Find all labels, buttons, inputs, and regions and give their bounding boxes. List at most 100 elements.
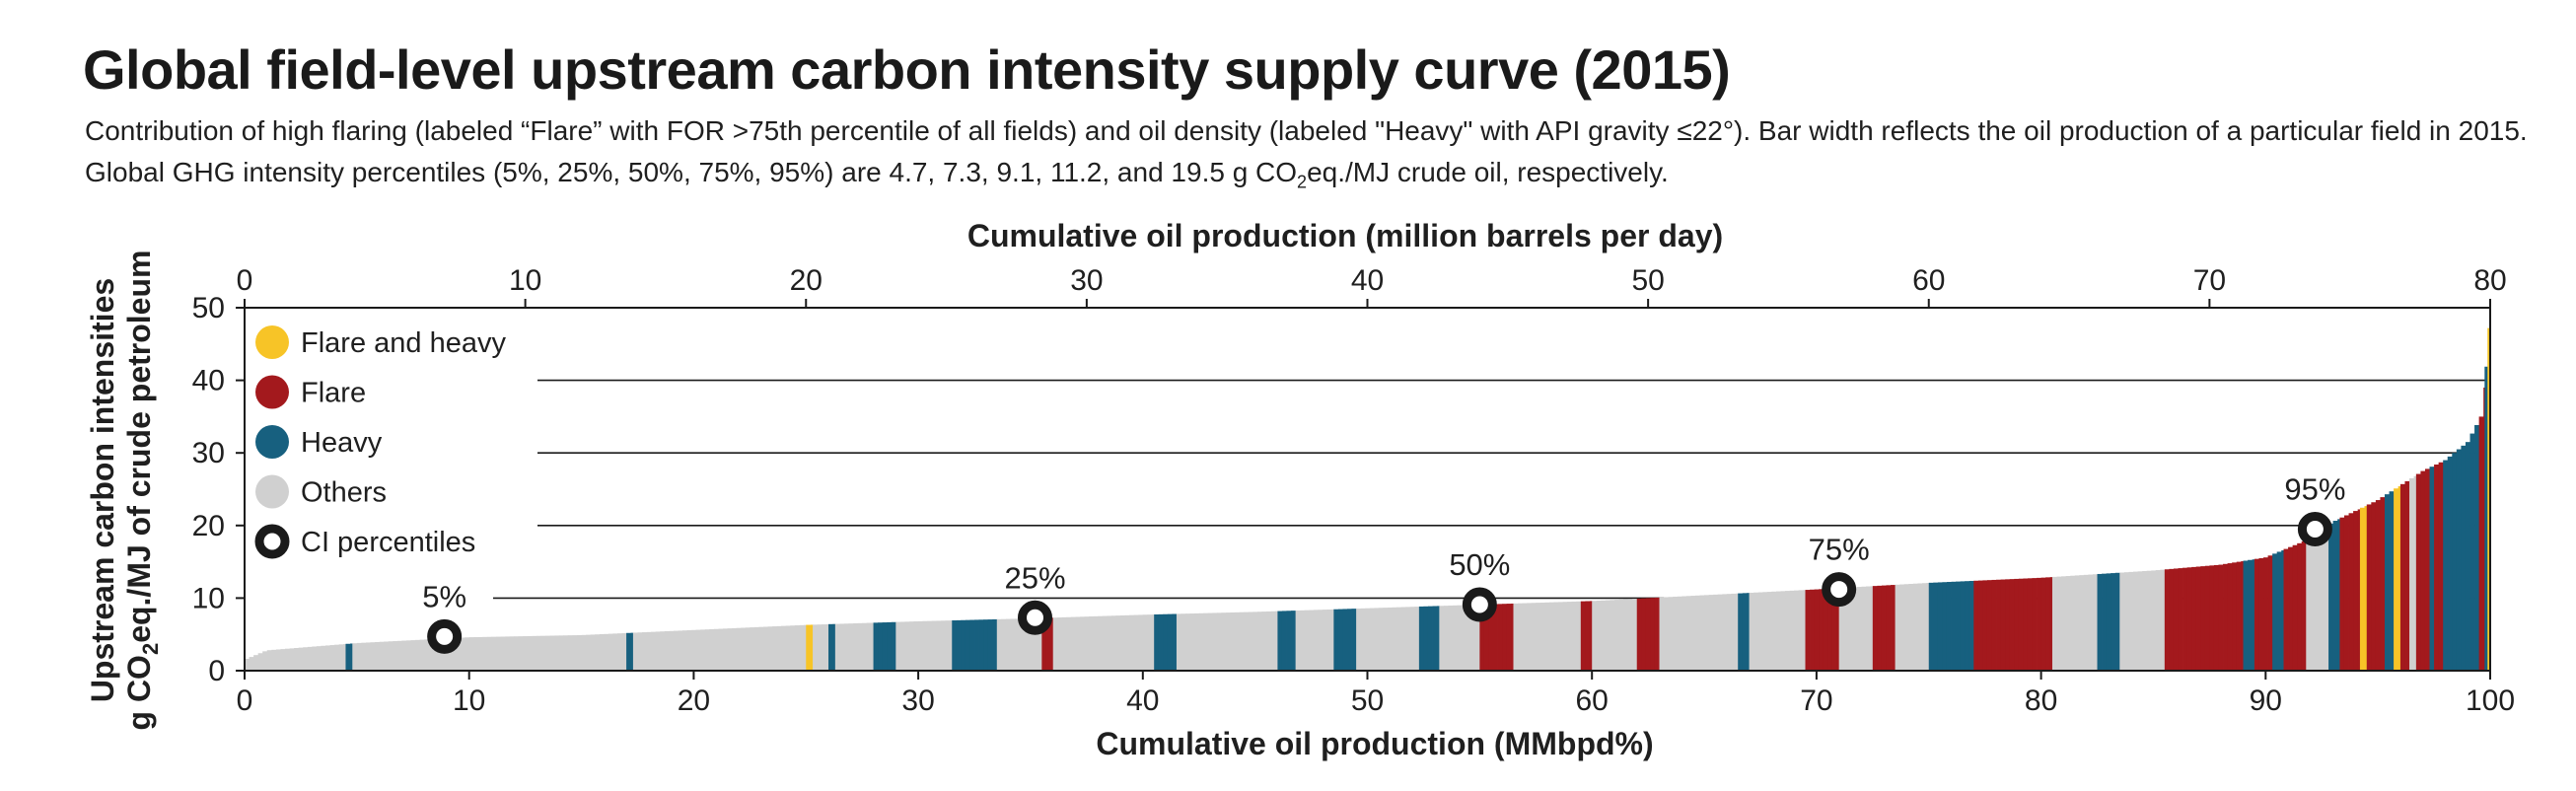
bar	[1933, 582, 1939, 671]
bar	[2186, 567, 2192, 671]
bar	[2092, 574, 2098, 671]
bar-group-flare	[1872, 585, 1896, 671]
bar-group-heavy	[1277, 611, 1297, 671]
bar	[891, 621, 896, 671]
bar	[2315, 533, 2321, 671]
bar	[1814, 589, 1820, 671]
bar	[2027, 578, 2033, 671]
bar	[514, 636, 520, 671]
bar	[2443, 460, 2449, 671]
bar-group-heavy	[345, 643, 353, 671]
bar	[2005, 579, 2011, 671]
bar-group-flare	[2254, 555, 2273, 671]
bar	[834, 623, 840, 671]
bar	[969, 619, 975, 671]
bar	[1418, 606, 1424, 671]
bar	[1704, 595, 1710, 671]
bar	[1865, 586, 1871, 671]
bar-group-heavy	[2097, 572, 2120, 671]
bar	[1899, 584, 1905, 671]
bar	[2056, 576, 2062, 671]
subtitle-text-end: eq./MJ crude oil, respectively.	[1307, 157, 1669, 187]
bar	[2357, 509, 2361, 671]
bar	[2241, 561, 2244, 671]
bar	[1536, 603, 1541, 671]
bar	[1342, 609, 1348, 671]
bar	[646, 631, 652, 671]
bar	[567, 635, 573, 671]
bar	[2146, 570, 2152, 671]
bar	[1252, 611, 1258, 671]
bar	[794, 625, 800, 671]
bar	[2009, 579, 2015, 671]
bar	[936, 620, 942, 671]
bar	[1483, 604, 1489, 671]
bar	[424, 639, 430, 671]
bar	[2409, 477, 2414, 671]
bar	[2384, 494, 2390, 671]
bar	[1387, 607, 1393, 671]
bar	[1281, 611, 1287, 671]
bar	[2195, 566, 2201, 671]
bar	[1154, 613, 1160, 671]
bar	[949, 620, 953, 671]
bar-group-heavy	[1738, 593, 1750, 671]
x-top-tick-label: 60	[1912, 264, 1945, 297]
x-bottom-tick-label: 100	[2466, 684, 2515, 717]
bar	[974, 619, 979, 671]
bar	[1951, 581, 1957, 671]
bar	[2310, 537, 2316, 671]
bar	[275, 649, 281, 671]
bar	[1664, 597, 1670, 671]
bar-group-others	[1592, 599, 1638, 671]
bar	[1996, 579, 2002, 671]
bar	[2155, 570, 2161, 671]
bar	[1439, 606, 1445, 671]
bar-group-flare_heavy	[806, 624, 814, 671]
bar	[1506, 604, 1512, 671]
legend-item-flare_heavy: Flare and heavy	[255, 325, 506, 359]
bar	[1511, 603, 1514, 671]
bar	[2151, 570, 2157, 671]
bar-group-flare	[1973, 577, 2053, 671]
bar	[1886, 585, 1892, 671]
bar	[908, 621, 914, 671]
bar	[1409, 607, 1415, 671]
bar	[1167, 613, 1173, 671]
bar	[1295, 610, 1301, 671]
bar	[1785, 591, 1790, 671]
bar	[2232, 562, 2238, 671]
bar	[616, 633, 622, 671]
bar	[1405, 607, 1411, 671]
bar	[1093, 615, 1099, 671]
bar-group-others	[834, 622, 874, 671]
x-top-tick-label: 70	[2193, 264, 2226, 297]
bar	[2429, 467, 2435, 671]
bar	[704, 629, 710, 671]
bar	[1207, 612, 1213, 671]
x-top-tick-label: 40	[1351, 264, 1384, 297]
bar	[316, 646, 322, 671]
bar	[2123, 572, 2129, 671]
bar	[1956, 581, 1962, 671]
bar	[257, 653, 263, 671]
bar	[1513, 603, 1519, 671]
bar	[1374, 608, 1380, 671]
bar	[1819, 589, 1825, 671]
y-tick-label: 50	[192, 292, 225, 324]
bar	[2394, 488, 2399, 671]
bar	[828, 623, 833, 671]
bar	[781, 625, 787, 671]
bar	[2359, 507, 2365, 671]
bar	[873, 622, 879, 671]
bar	[1084, 616, 1090, 671]
legend-swatch	[254, 524, 290, 559]
bar	[375, 641, 381, 671]
bar	[857, 622, 863, 671]
bar	[1747, 593, 1750, 671]
bar	[419, 639, 425, 671]
bar	[486, 636, 492, 671]
bar	[338, 644, 344, 671]
x-top-tick-label: 80	[2473, 264, 2506, 297]
bar-group-flare	[1041, 617, 1054, 671]
